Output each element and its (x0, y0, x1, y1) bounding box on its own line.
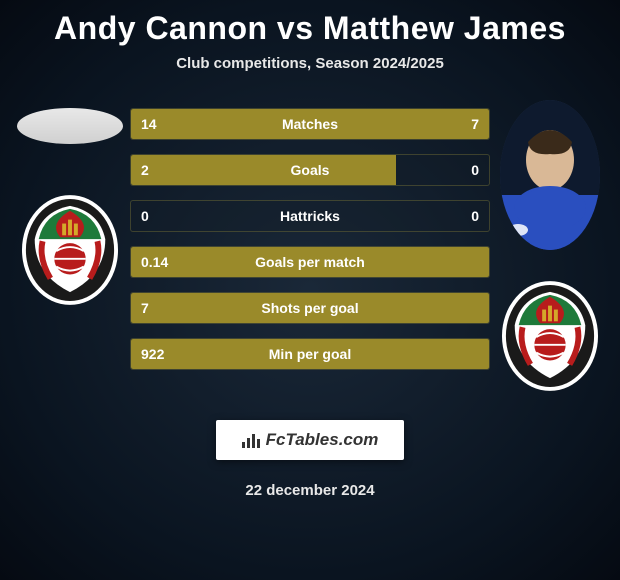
stat-row: 7Shots per goal (130, 292, 490, 324)
comparison-card: Andy Cannon vs Matthew James Club compet… (0, 0, 620, 580)
page-title: Andy Cannon vs Matthew James (54, 10, 566, 47)
branding-badge: FcTables.com (216, 420, 405, 460)
right-crest (501, 280, 599, 392)
stat-label: Matches (131, 116, 489, 132)
stat-label: Shots per goal (131, 300, 489, 316)
stat-row: 00Hattricks (130, 200, 490, 232)
subtitle: Club competitions, Season 2024/2025 (176, 55, 444, 72)
branding-text: FcTables.com (266, 430, 379, 450)
wrexham-crest-icon (21, 194, 119, 306)
bars-icon (242, 432, 260, 448)
player-photo-right (500, 100, 600, 250)
stat-label: Min per goal (131, 346, 489, 362)
left-player-column (10, 100, 130, 306)
player-photo-left (17, 108, 123, 144)
wrexham-crest-icon (501, 280, 599, 392)
right-player-column (490, 100, 610, 392)
stat-label: Goals (131, 162, 489, 178)
stat-row: 0.14Goals per match (130, 246, 490, 278)
stat-row: 147Matches (130, 108, 490, 140)
left-crest (21, 194, 119, 306)
stat-label: Hattricks (131, 208, 489, 224)
stat-row: 922Min per goal (130, 338, 490, 370)
stat-row: 20Goals (130, 154, 490, 186)
main-area: 147Matches 20Goals 00Hattricks 0.14Goals pe… (0, 100, 620, 392)
date-text: 22 december 2024 (245, 482, 374, 499)
stat-label: Goals per match (131, 254, 489, 270)
stats-column: 147Matches 20Goals 00Hattricks 0.14Goals pe… (130, 100, 490, 370)
